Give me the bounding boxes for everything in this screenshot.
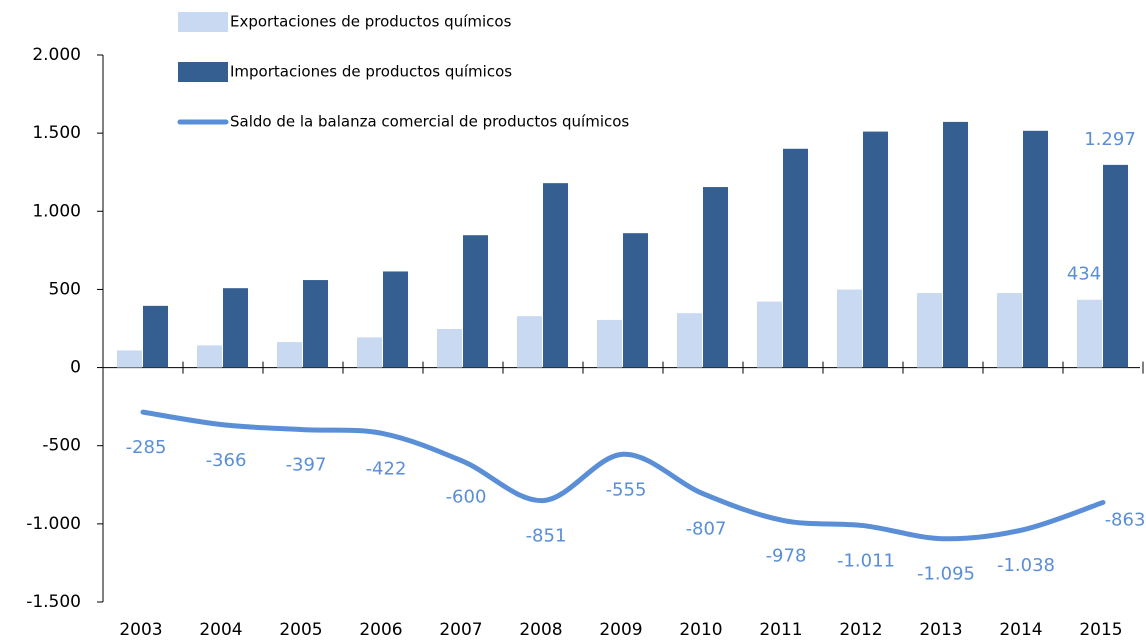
data-label: -422 [366, 459, 407, 480]
bar [677, 313, 702, 368]
x-tick-label: 2004 [199, 620, 242, 640]
bar [997, 293, 1022, 368]
bar [757, 301, 782, 368]
data-label: -366 [206, 450, 247, 471]
data-label: -978 [766, 545, 807, 566]
legend-swatch [178, 62, 228, 82]
bar [943, 121, 968, 368]
data-label: -851 [526, 526, 567, 547]
x-tick-label: 2008 [519, 620, 562, 640]
bar [143, 305, 168, 368]
data-label: -863 [1105, 509, 1146, 530]
bar [197, 345, 222, 368]
bar [863, 131, 888, 368]
line [140, 409, 1106, 542]
data-label: -600 [446, 486, 487, 507]
data-label: -397 [286, 455, 327, 476]
bar [543, 183, 568, 368]
bar [223, 288, 248, 368]
x-tick-label: 2014 [999, 620, 1042, 640]
x-tick-label: 2010 [679, 620, 722, 640]
y-tick-label: -1.500 [26, 592, 81, 612]
x-tick-label: 2012 [839, 620, 882, 640]
bar [517, 316, 542, 368]
legend-swatch [178, 12, 228, 32]
data-label: 434 [1067, 264, 1101, 285]
y-tick-label: 1.500 [32, 123, 81, 143]
bar [597, 319, 622, 368]
bar [917, 293, 942, 368]
y-tick-label: -500 [42, 436, 81, 456]
y-tick-label: 500 [49, 279, 81, 299]
bar [303, 280, 328, 368]
bar [783, 148, 808, 368]
bar [463, 235, 488, 368]
data-label: -555 [606, 479, 647, 500]
x-tick-label: 2009 [599, 620, 642, 640]
legend-label: Saldo de la balanza comercial de product… [230, 113, 629, 131]
x-tick-label: 2011 [759, 620, 802, 640]
data-label: -285 [126, 437, 167, 458]
y-tick-label: -1.000 [26, 514, 81, 534]
bar [1077, 299, 1102, 368]
bar [383, 271, 408, 368]
bar [837, 289, 862, 368]
bar [1023, 130, 1048, 368]
bar [703, 187, 728, 368]
bar [117, 350, 142, 368]
data-label: -1.038 [997, 555, 1055, 576]
bar [277, 342, 302, 368]
x-tick-label: 2006 [359, 620, 402, 640]
data-label: -1.011 [837, 551, 895, 572]
bar [623, 233, 648, 368]
legend-label: Importaciones de productos químicos [230, 63, 512, 81]
data-label: -1.095 [917, 564, 975, 585]
x-tick-label: 2013 [919, 620, 962, 640]
y-tick-label: 1.000 [32, 201, 81, 221]
x-tick-label: 2015 [1079, 620, 1122, 640]
data-label: -807 [686, 519, 727, 540]
bar [1103, 164, 1128, 368]
x-tick-label: 2007 [439, 620, 482, 640]
y-tick-label: 2.000 [32, 45, 81, 65]
x-tick-label: 2003 [119, 620, 162, 640]
legend-label: Exportaciones de productos químicos [230, 13, 512, 31]
data-label: 1.297 [1084, 129, 1136, 150]
bar [437, 328, 462, 368]
y-tick-label: 0 [70, 358, 81, 378]
bar [357, 337, 382, 368]
x-tick-label: 2005 [279, 620, 322, 640]
